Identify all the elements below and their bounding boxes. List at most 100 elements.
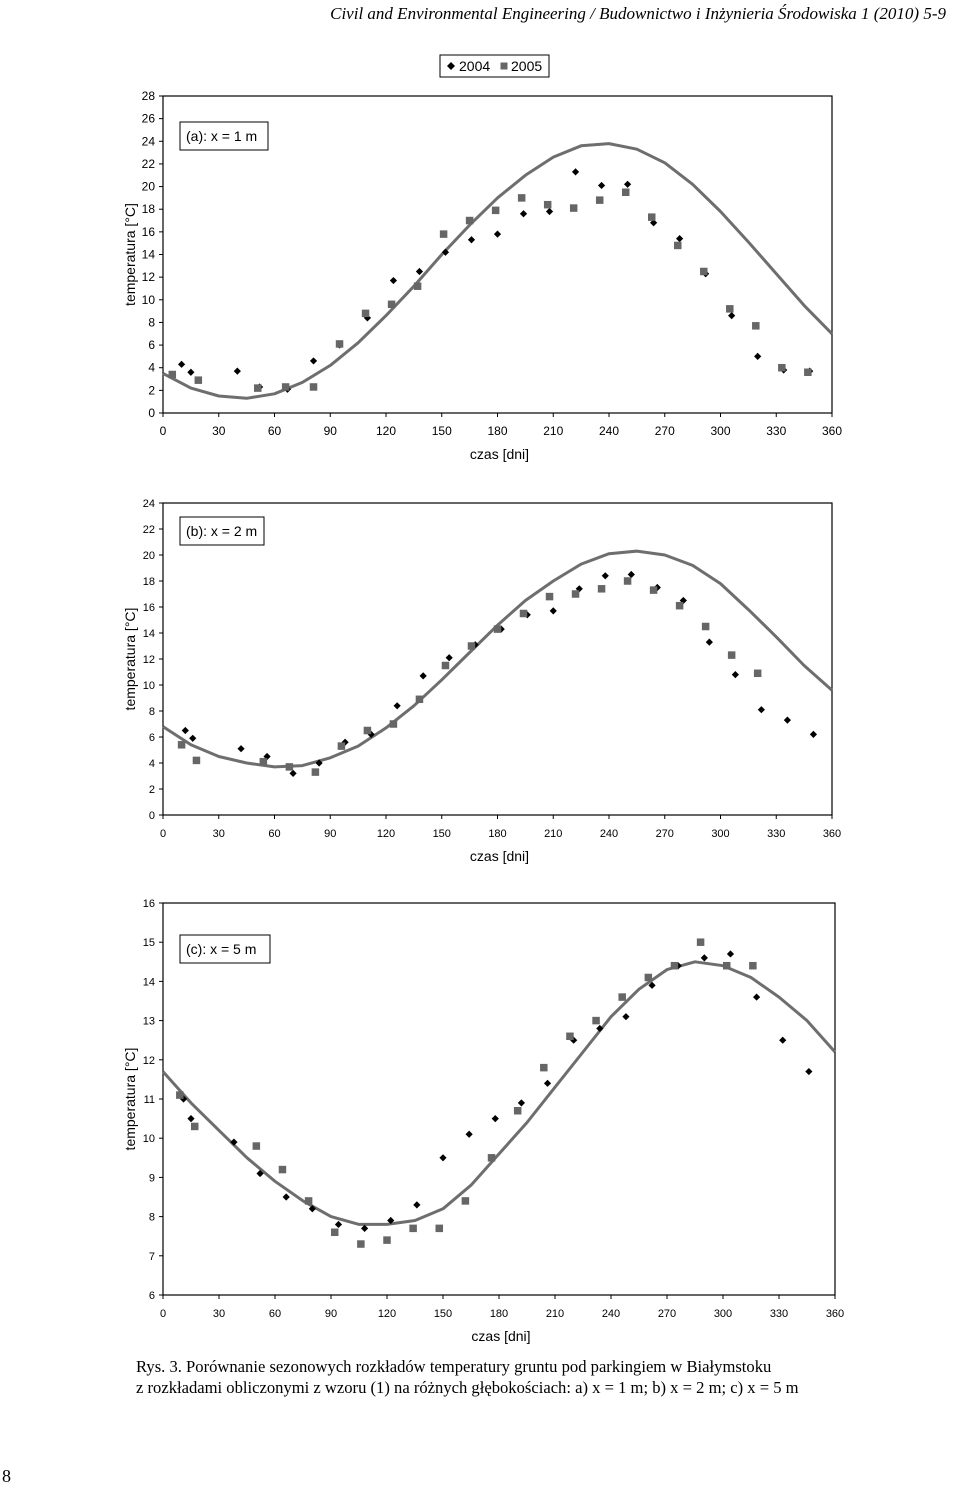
x-tick-label: 30 xyxy=(213,1308,225,1320)
data-point-2004 xyxy=(177,360,186,368)
data-point-2004 xyxy=(545,207,554,216)
data-point-2004 xyxy=(465,1130,473,1138)
data-point-2005 xyxy=(304,1197,313,1205)
data-point-2004 xyxy=(549,607,557,615)
data-point-2004 xyxy=(597,181,606,190)
caption-line-1: Rys. 3. Porównanie sezonowych rozkładów … xyxy=(136,1357,772,1376)
data-point-2005 xyxy=(696,938,705,946)
x-tick-label: 90 xyxy=(324,424,338,438)
data-point-2005 xyxy=(623,577,632,585)
data-point-2005 xyxy=(804,368,812,376)
data-point-2004 xyxy=(189,734,197,742)
x-tick-label: 330 xyxy=(766,424,786,438)
y-tick-label: 2 xyxy=(149,784,155,796)
legend-label-2004: 2004 xyxy=(459,58,490,74)
model-curve xyxy=(162,549,833,769)
y-tick-label: 10 xyxy=(142,293,156,307)
data-point-2005 xyxy=(726,305,734,313)
data-point-2005 xyxy=(309,383,318,391)
y-tick-label: 18 xyxy=(142,202,156,216)
data-point-2004 xyxy=(705,638,713,646)
y-tick-label: 26 xyxy=(142,112,156,126)
data-point-2004 xyxy=(334,1220,343,1229)
panel-title-box xyxy=(179,934,271,964)
data-point-2004 xyxy=(676,235,684,243)
x-tick-label: 150 xyxy=(433,828,451,840)
data-point-2005 xyxy=(493,625,502,633)
y-tick-label: 16 xyxy=(143,898,155,910)
x-tick-label: 300 xyxy=(714,1308,732,1320)
y-tick-label: 4 xyxy=(149,758,155,770)
data-point-2005 xyxy=(727,651,736,659)
panel-title-box xyxy=(179,516,265,546)
x-tick-label: 180 xyxy=(490,1308,508,1320)
y-tick-label: 12 xyxy=(142,270,156,284)
legend-marker-2004 xyxy=(447,62,455,70)
x-tick-label: 90 xyxy=(325,1308,337,1320)
x-tick-label: 270 xyxy=(655,424,675,438)
data-point-2004 xyxy=(308,1205,316,1213)
data-point-2005 xyxy=(337,742,346,750)
legend-label-2005: 2005 xyxy=(511,58,542,74)
data-point-2004 xyxy=(491,1115,499,1123)
x-tick-label: 0 xyxy=(160,424,167,438)
data-point-2005 xyxy=(649,586,658,594)
data-point-2005 xyxy=(519,609,528,618)
data-point-2005 xyxy=(749,961,757,970)
y-tick-label: 28 xyxy=(142,89,156,103)
data-point-2005 xyxy=(597,585,606,593)
y-tick-label: 16 xyxy=(142,225,156,239)
journal-issue: 1 (2010) 5-9 xyxy=(861,4,946,23)
caption-line-2: z rozkładami obliczonymi z wzoru (1) na … xyxy=(136,1378,799,1397)
data-point-2005 xyxy=(722,961,731,970)
x-tick-label: 150 xyxy=(432,424,452,438)
data-point-2004 xyxy=(731,671,739,679)
panel-title: (b): x = 2 m xyxy=(186,523,257,539)
data-point-2005 xyxy=(571,590,580,598)
y-tick-label: 6 xyxy=(149,732,155,744)
x-axis-label: czas [dni] xyxy=(470,446,529,462)
data-point-2004 xyxy=(754,352,762,360)
x-tick-label: 0 xyxy=(160,828,166,840)
y-tick-label: 20 xyxy=(143,550,155,562)
x-tick-label: 300 xyxy=(710,424,730,438)
data-point-2005 xyxy=(644,973,653,982)
x-tick-label: 210 xyxy=(546,1308,564,1320)
data-point-2004 xyxy=(809,730,818,738)
data-point-2005 xyxy=(491,206,500,215)
y-tick-label: 22 xyxy=(143,524,155,536)
x-tick-label: 120 xyxy=(378,1308,396,1320)
y-tick-label: 8 xyxy=(148,315,155,329)
data-point-2005 xyxy=(461,1197,470,1205)
data-point-2004 xyxy=(387,1216,395,1225)
data-point-2004 xyxy=(517,1099,525,1107)
data-point-2004 xyxy=(571,168,580,176)
panel-title: (a): x = 1 m xyxy=(186,128,257,144)
y-tick-label: 14 xyxy=(142,248,156,262)
y-tick-label: 14 xyxy=(143,628,155,640)
y-tick-label: 22 xyxy=(142,157,156,171)
data-point-2005 xyxy=(621,188,630,196)
data-point-2004 xyxy=(601,572,609,580)
y-tick-label: 20 xyxy=(142,180,156,194)
data-point-2005 xyxy=(168,370,177,379)
y-tick-label: 24 xyxy=(143,498,155,510)
figure-caption: Rys. 3. Porównanie sezonowych rozkładów … xyxy=(136,1356,848,1398)
panel-title: (c): x = 5 m xyxy=(186,941,256,957)
legend-marker-2005 xyxy=(500,62,508,70)
data-point-2004 xyxy=(445,654,453,662)
y-tick-label: 8 xyxy=(149,1212,155,1224)
data-point-2005 xyxy=(254,384,262,392)
data-point-2004 xyxy=(309,357,318,365)
data-point-2004 xyxy=(728,312,736,320)
data-point-2004 xyxy=(419,672,427,680)
data-point-2005 xyxy=(675,601,684,610)
data-point-2005 xyxy=(778,363,786,372)
x-tick-label: 240 xyxy=(599,424,619,438)
data-point-2005 xyxy=(415,695,424,704)
data-point-2005 xyxy=(439,230,448,238)
y-tick-label: 6 xyxy=(149,1290,155,1302)
y-tick-label: 11 xyxy=(144,1094,155,1106)
data-point-2005 xyxy=(618,993,626,1001)
data-point-2004 xyxy=(779,1036,787,1044)
